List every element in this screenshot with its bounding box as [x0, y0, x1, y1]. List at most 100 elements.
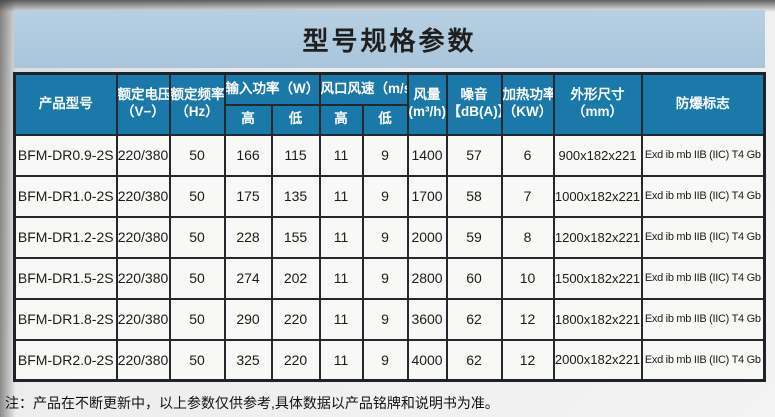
header-label: 加热功率	[502, 87, 554, 103]
header-dimensions: 外形尺寸 （mm）	[552, 72, 643, 136]
cell-model: BFM-DR1.5-2S	[13, 256, 118, 300]
cell-input-power-low: 155	[270, 215, 321, 259]
cell-ex-mark: Exd ib mb IIB (IIC) T4 Gb	[640, 338, 766, 382]
cell-model: BFM-DR1.8-2S	[13, 297, 118, 341]
cell-frequency: 50	[168, 174, 226, 218]
cell-voltage: 220/380	[115, 297, 171, 341]
cell-ex-mark: Exd ib mb IIB (IIC) T4 Gb	[640, 174, 766, 218]
cell-voltage: 220/380	[115, 338, 171, 382]
header-ex-mark: 防爆标志	[640, 72, 766, 136]
cell-outlet-speed-high: 11	[318, 133, 364, 177]
cell-input-power-low: 220	[270, 297, 321, 341]
header-unit: （Hz）	[175, 104, 219, 120]
header-rated-voltage: 额定电压 （V−）	[115, 72, 171, 136]
cell-ex-mark: Exd ib mb IIB (IIC) T4 Gb	[640, 297, 766, 341]
table-row: BFM-DR1.8-2S 220/380 50 290 220 11 9 360…	[13, 297, 766, 341]
header-air-volume: 风量 (m³/h)	[406, 72, 448, 136]
table-row: BFM-DR2.0-2S 220/380 50 325 220 11 9 400…	[13, 338, 766, 382]
cell-air-volume: 3600	[406, 297, 448, 341]
header-unit: 【dB(A)】	[447, 104, 500, 120]
cell-outlet-speed-high: 11	[318, 256, 364, 300]
header-input-power-low: 低	[270, 103, 321, 136]
header-outlet-speed-low: 低	[361, 103, 409, 136]
cell-heating-power: 12	[500, 297, 555, 341]
cell-model: BFM-DR0.9-2S	[13, 133, 118, 177]
cell-outlet-speed-low: 9	[361, 215, 409, 259]
spec-table: 产品型号 额定电压 （V−） 额定频率 （Hz） 输入功率（W） 风口风速（m/…	[13, 72, 767, 382]
cell-air-volume: 4000	[406, 338, 448, 382]
cell-outlet-speed-high: 11	[318, 215, 364, 259]
cell-outlet-speed-low: 9	[361, 338, 409, 382]
table-row: BFM-DR1.0-2S 220/380 50 175 135 11 9 170…	[13, 174, 766, 218]
cell-input-power-low: 115	[270, 133, 321, 177]
table-row: BFM-DR1.2-2S 220/380 50 228 155 11 9 200…	[13, 215, 766, 259]
cell-air-volume: 2000	[406, 215, 448, 259]
cell-dimensions: 1000x182x221	[552, 174, 643, 218]
header-label: 产品型号	[38, 95, 93, 111]
cell-model: BFM-DR1.0-2S	[13, 174, 118, 218]
cell-heating-power: 10	[500, 256, 555, 300]
cell-frequency: 50	[168, 338, 226, 382]
header-outlet-speed-high: 高	[318, 103, 364, 136]
cell-noise: 57	[445, 133, 503, 177]
header-unit: （V−）	[121, 104, 165, 120]
cell-voltage: 220/380	[115, 174, 171, 218]
cell-dimensions: 1500x182x221	[552, 256, 643, 300]
cell-voltage: 220/380	[115, 133, 171, 177]
cell-dimensions: 1800x182x221	[552, 297, 643, 341]
cell-ex-mark: Exd ib mb IIB (IIC) T4 Gb	[640, 215, 766, 259]
cell-heating-power: 8	[500, 215, 555, 259]
cell-voltage: 220/380	[115, 256, 171, 300]
cell-voltage: 220/380	[115, 215, 171, 259]
cell-input-power-low: 135	[270, 174, 321, 218]
header-label: 噪音	[460, 87, 488, 103]
cell-heating-power: 12	[500, 338, 555, 382]
cell-dimensions: 2000x182x221	[552, 338, 643, 382]
cell-noise: 60	[445, 256, 503, 300]
page-title: 型号规格参数	[302, 25, 477, 56]
cell-input-power-high: 228	[223, 215, 273, 259]
cell-input-power-low: 220	[270, 338, 321, 382]
header-unit: （mm）	[572, 104, 624, 120]
cell-air-volume: 1700	[406, 174, 448, 218]
header-heating-power: 加热功率 （KW）	[500, 72, 555, 136]
cell-outlet-speed-high: 11	[318, 338, 364, 382]
header-input-power-group: 输入功率（W）	[223, 72, 321, 106]
header-outlet-speed-group: 风口风速（m/s）	[318, 72, 409, 106]
cell-dimensions: 900x182x221	[552, 133, 643, 177]
cell-outlet-speed-high: 11	[318, 174, 364, 218]
cell-dimensions: 1200x182x221	[552, 215, 643, 259]
title-banner: 型号规格参数	[14, 10, 765, 68]
cell-frequency: 50	[168, 133, 226, 177]
header-label: 额定频率	[170, 87, 225, 103]
header-unit: （KW）	[502, 104, 553, 120]
cell-model: BFM-DR1.2-2S	[13, 215, 118, 259]
cell-frequency: 50	[168, 256, 226, 300]
header-noise: 噪音 【dB(A)】	[445, 72, 503, 136]
cell-outlet-speed-low: 9	[361, 133, 409, 177]
cell-outlet-speed-low: 9	[361, 297, 409, 341]
cell-ex-mark: Exd ib mb IIB (IIC) T4 Gb	[640, 256, 766, 300]
table-row: BFM-DR0.9-2S 220/380 50 166 115 11 9 140…	[13, 133, 766, 177]
cell-frequency: 50	[168, 215, 226, 259]
cell-outlet-speed-low: 9	[361, 174, 409, 218]
cell-noise: 58	[445, 174, 503, 218]
header-label: 风量	[413, 87, 441, 103]
cell-outlet-speed-high: 11	[318, 297, 364, 341]
cell-frequency: 50	[168, 297, 226, 341]
cell-input-power-high: 274	[223, 256, 273, 300]
cell-heating-power: 6	[500, 133, 555, 177]
cell-input-power-high: 290	[223, 297, 273, 341]
cell-outlet-speed-low: 9	[361, 256, 409, 300]
cell-input-power-low: 202	[270, 256, 321, 300]
header-label: 外形尺寸	[570, 87, 625, 103]
header-input-power-high: 高	[223, 103, 273, 136]
header-product-model: 产品型号	[13, 72, 118, 136]
cell-air-volume: 1400	[406, 133, 448, 177]
cell-ex-mark: Exd ib mb IIB (IIC) T4 Gb	[640, 133, 766, 177]
header-unit: (m³/h)	[408, 104, 447, 120]
cell-noise: 62	[445, 338, 503, 382]
cell-noise: 59	[445, 215, 503, 259]
cell-model: BFM-DR2.0-2S	[13, 338, 118, 382]
